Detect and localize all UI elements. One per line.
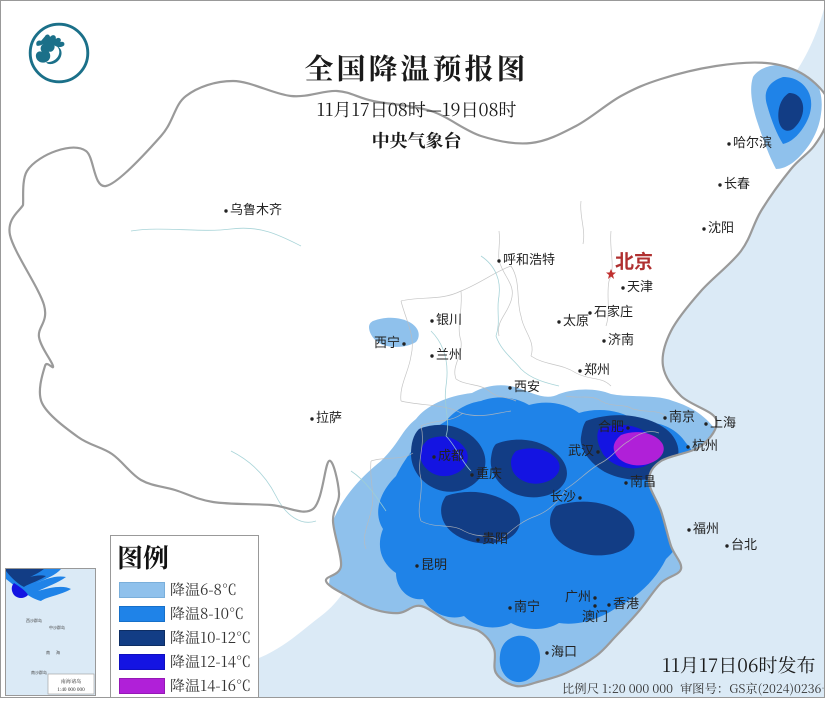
svg-text:西沙群岛: 西沙群岛 (26, 617, 42, 624)
svg-text:中沙群岛: 中沙群岛 (49, 624, 65, 631)
svg-text:海: 海 (56, 649, 60, 656)
svg-text:南海诸岛: 南海诸岛 (61, 678, 82, 685)
svg-text:1:40 000 000: 1:40 000 000 (57, 687, 85, 693)
svg-text:南沙群岛: 南沙群岛 (31, 669, 47, 676)
svg-text:南: 南 (46, 649, 50, 656)
